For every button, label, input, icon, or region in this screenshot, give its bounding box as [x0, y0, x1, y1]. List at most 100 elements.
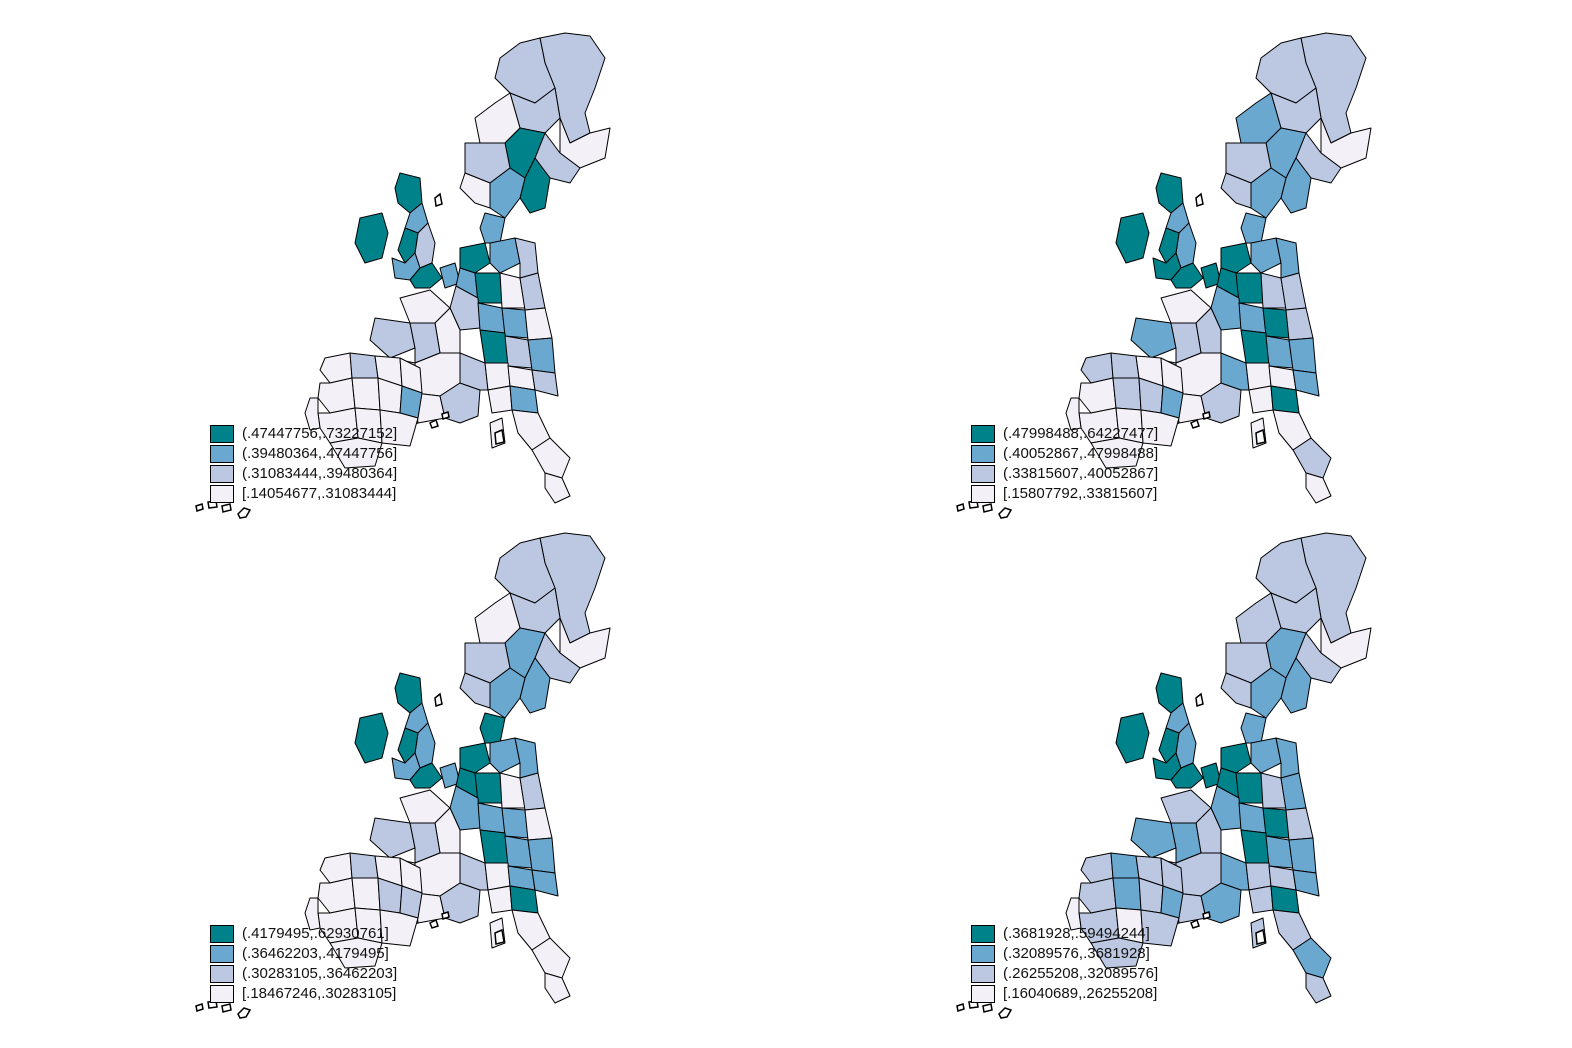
legend-row-1-1: (.47447756,.73227152]: [210, 425, 450, 445]
map-region: [317, 377, 356, 414]
legend-row-1-3: (.31083444,.39480364]: [210, 465, 450, 485]
map-region: [1112, 377, 1142, 411]
map-panel-1: (.47447756,.73227152] (.39480364,.474477…: [160, 18, 660, 519]
map-region: [1140, 409, 1180, 447]
island-outline: [434, 692, 443, 708]
legend-row-3-3: (.30283105,.36462203]: [210, 965, 450, 985]
island-outline: [195, 503, 204, 512]
map-region: [544, 972, 571, 1004]
legend-label: (.4179495,.62930761]: [242, 925, 389, 942]
map-region: [1250, 737, 1282, 774]
map-region: [489, 737, 521, 774]
map-region: [409, 762, 443, 789]
legend-row-1-4: [.14054677,.31083444]: [210, 485, 450, 505]
legend-row-4-1: (.3681928,.59494244]: [971, 925, 1211, 945]
island-outline: [1202, 911, 1211, 920]
map-region: [459, 852, 489, 891]
map-region: [379, 409, 419, 447]
map-region: [524, 807, 553, 841]
map-region: [351, 877, 381, 911]
map-region: [531, 869, 559, 897]
map-region: [1280, 272, 1307, 311]
map-region: [1235, 272, 1264, 304]
legend-row-4-3: (.26255208,.32089576]: [971, 965, 1211, 985]
island-outline: [1255, 928, 1266, 945]
map-region: [1078, 377, 1117, 414]
map-region: [1078, 877, 1117, 914]
map-region: [1240, 212, 1267, 244]
map-region: [1235, 772, 1264, 804]
map-region: [449, 785, 481, 831]
legend-label: (.30283105,.36462203]: [242, 965, 398, 982]
map-region: [1130, 817, 1177, 859]
map-region: [1280, 772, 1307, 811]
map-region: [477, 302, 506, 334]
map-region: [317, 877, 356, 914]
map-region: [1285, 307, 1314, 341]
map-region: [479, 712, 506, 744]
island-outline: [494, 928, 505, 945]
legend-label: (.26255208,.32089576]: [1003, 965, 1159, 982]
map-region: [1220, 352, 1250, 391]
map-region: [1262, 307, 1290, 339]
island-outline: [956, 503, 965, 512]
island-outline: [1255, 428, 1266, 445]
map-region: [459, 672, 491, 709]
map-panel-2: (.47998488,.64227477] (.40052867,.479984…: [921, 18, 1421, 519]
map-region: [459, 172, 491, 209]
map-region: [1220, 172, 1252, 209]
island-outline: [429, 418, 439, 429]
map-region: [354, 712, 389, 764]
map-region: [1220, 672, 1252, 709]
map-region: [1238, 802, 1267, 834]
map-region: [1240, 712, 1267, 744]
map-region: [531, 937, 571, 979]
map-region: [449, 285, 481, 331]
legend-swatch: [210, 485, 234, 503]
legend-row-2-4: [.15807792,.33815607]: [971, 485, 1211, 505]
legend-swatch: [210, 965, 234, 983]
legend-label: (.40052867,.47998488]: [1003, 445, 1159, 462]
map-region: [459, 242, 491, 274]
island-outline: [237, 507, 252, 519]
map-region: [319, 352, 353, 384]
map-region: [527, 337, 556, 374]
island-outline: [434, 192, 443, 208]
map-region: [1248, 385, 1274, 414]
map-region: [484, 362, 511, 391]
island-outline: [1202, 411, 1211, 420]
map-region: [479, 329, 509, 364]
legend-row-3-2: (.36462203,.4179495]: [210, 945, 450, 965]
legend-label: [.14054677,.31083444]: [242, 485, 397, 502]
map-region: [1305, 972, 1332, 1004]
island-outline: [441, 911, 450, 920]
map-region: [1292, 937, 1332, 979]
map-region: [1170, 262, 1204, 289]
legend-label: [.16040689,.26255208]: [1003, 985, 1158, 1002]
map-region: [519, 272, 546, 311]
legend-row-2-3: (.33815607,.40052867]: [971, 465, 1211, 485]
map-region: [369, 317, 416, 359]
island-outline: [1190, 418, 1200, 429]
map-region: [531, 369, 559, 397]
map-region: [477, 802, 506, 834]
map-region: [474, 272, 503, 304]
map-region: [459, 352, 489, 391]
legend-label: (.32089576,.3681928]: [1003, 945, 1150, 962]
map-region: [1248, 885, 1274, 914]
legend-swatch: [210, 945, 234, 963]
map-region: [487, 885, 513, 914]
map-region: [459, 742, 491, 774]
choropleth-map-1: [195, 32, 611, 519]
map-region: [409, 262, 443, 289]
map-region: [1220, 852, 1250, 891]
map-panel-4: (.3681928,.59494244] (.32089576,.3681928…: [921, 518, 1421, 1019]
legend-label: (.33815607,.40052867]: [1003, 465, 1159, 482]
island-outline: [494, 428, 505, 445]
map-region: [1270, 885, 1300, 914]
map-region: [1305, 472, 1332, 504]
map-region: [519, 772, 546, 811]
map-region: [1240, 829, 1270, 864]
legend-row-4-2: (.32089576,.3681928]: [971, 945, 1211, 965]
island-outline: [429, 918, 439, 929]
